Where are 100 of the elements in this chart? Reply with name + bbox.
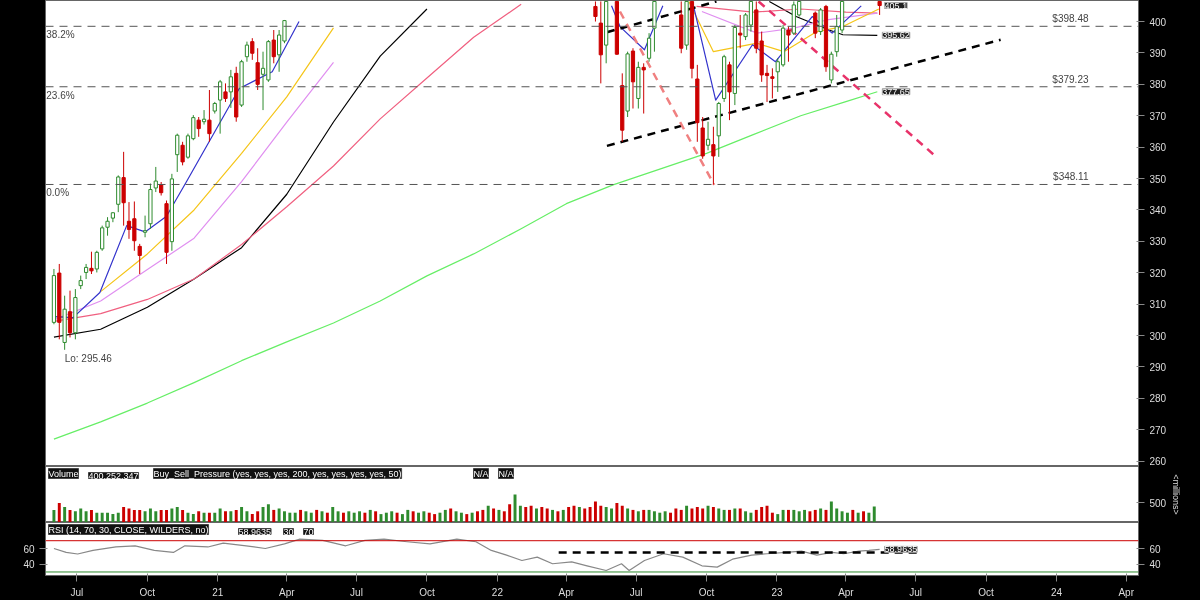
bar: [170, 508, 174, 522]
bar: [288, 512, 292, 522]
bar: [551, 509, 555, 522]
bar: [470, 512, 474, 522]
bar: [132, 509, 136, 522]
bar: [304, 511, 308, 522]
bar: [642, 509, 646, 522]
bar: [481, 509, 485, 522]
bar: [529, 505, 533, 522]
bar: [186, 512, 190, 522]
y-tick-label: 360: [1149, 142, 1167, 154]
candlestick: [196, 116, 201, 138]
bar: [459, 512, 463, 522]
y-axis-title: <millions>: [1171, 474, 1182, 515]
bar: [95, 512, 99, 522]
bar: [100, 512, 104, 522]
x-tick-label: Oct: [698, 586, 715, 598]
bar: [299, 509, 303, 522]
bar: [749, 512, 753, 522]
bar: [593, 501, 597, 522]
candlestick: [770, 67, 775, 99]
bar: [250, 514, 254, 522]
bar: [486, 505, 490, 522]
y-tick-label: 340: [1149, 204, 1167, 216]
bar: [106, 512, 110, 522]
bar: [545, 508, 549, 522]
y-tick-label: 320: [1149, 267, 1167, 279]
bar: [856, 512, 860, 522]
bar: [845, 512, 849, 522]
bar: [224, 511, 227, 522]
candlestick: [271, 29, 276, 64]
x-tick-label: Jul: [350, 586, 363, 598]
bar: [636, 511, 640, 522]
bar: [315, 509, 319, 522]
candlestick: [175, 133, 180, 173]
bar: [341, 512, 345, 522]
bar: [620, 505, 624, 522]
bar: [706, 505, 710, 522]
bar: [840, 511, 844, 522]
bar: [454, 511, 458, 522]
bar: [57, 502, 61, 522]
annotation: RSI (14, 70, 30, CLOSE, WILDERS, no): [48, 524, 209, 535]
ref-line-label: $348.11: [1053, 171, 1089, 183]
annotation: 70: [303, 526, 314, 537]
bar: [540, 507, 544, 522]
bar: [738, 508, 742, 522]
bar: [770, 512, 774, 522]
candlestick: [593, 0, 598, 23]
bar: [336, 511, 340, 522]
bar: [561, 509, 565, 522]
bar: [213, 512, 217, 522]
candlestick: [180, 141, 185, 166]
y-tick-label: 350: [1149, 173, 1167, 185]
bar: [406, 509, 410, 522]
bar: [52, 509, 56, 522]
bar: [872, 506, 876, 522]
annotation: Volume: [48, 468, 79, 479]
bar: [218, 508, 222, 522]
candlestick: [94, 250, 99, 273]
bar: [518, 505, 522, 522]
candlestick: [228, 69, 233, 109]
bar: [524, 507, 528, 522]
bar: [867, 512, 871, 522]
candlestick: [218, 79, 223, 135]
x-tick-label: Jul: [909, 586, 923, 598]
bar: [309, 512, 313, 522]
x-tick-label: 21: [212, 586, 224, 598]
bar: [111, 514, 115, 522]
bar: [197, 511, 201, 522]
bar: [722, 509, 726, 522]
bar: [417, 512, 420, 522]
x-tick-label: Oct: [978, 586, 995, 598]
candlestick: [244, 41, 250, 63]
bar: [143, 511, 147, 522]
bar: [293, 512, 297, 522]
bar: [395, 512, 399, 522]
y-tick-label: 370: [1149, 110, 1167, 122]
bar: [728, 509, 731, 522]
bar: [89, 509, 93, 522]
bar: [508, 504, 512, 522]
bar: [567, 507, 571, 522]
candlestick: [646, 32, 652, 63]
bar: [84, 511, 88, 522]
bar: [207, 512, 211, 522]
bar: [390, 511, 394, 522]
bar: [803, 509, 807, 522]
bar: [347, 511, 351, 522]
candlestick: [89, 251, 94, 275]
bar: [610, 508, 614, 522]
bar: [744, 511, 748, 522]
candlestick: [223, 82, 228, 103]
x-tick-label: Apr: [278, 586, 296, 598]
annotation: 30: [283, 526, 294, 537]
ref-line-label: $379.23: [1052, 73, 1089, 85]
bar: [808, 511, 812, 522]
candlestick: [738, 14, 743, 49]
bar: [240, 507, 244, 522]
bar: [272, 509, 276, 522]
bar: [663, 511, 667, 522]
bar: [556, 511, 560, 522]
